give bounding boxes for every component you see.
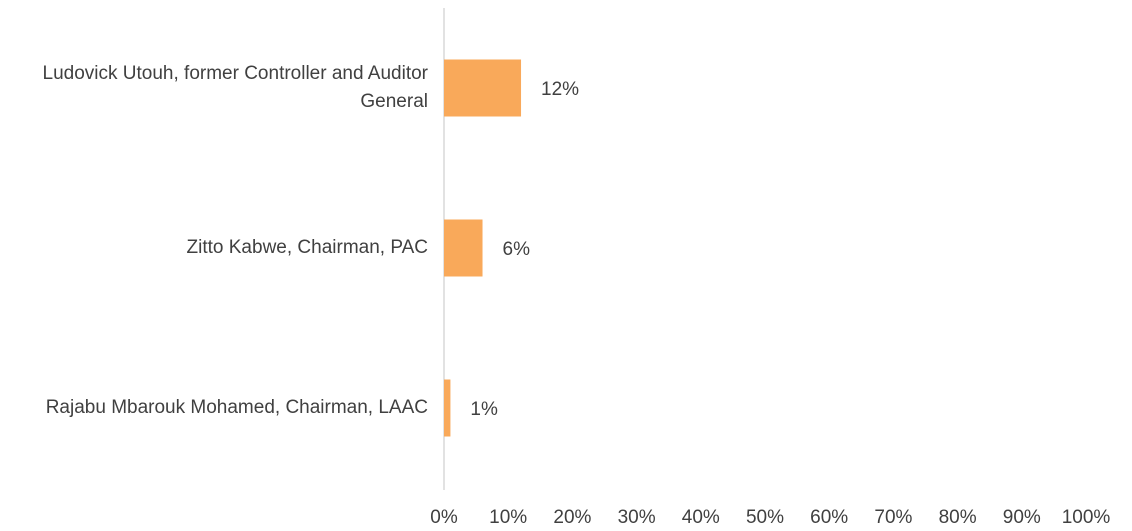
- x-tick-label: 10%: [489, 507, 527, 528]
- x-tick-label: 50%: [746, 507, 784, 528]
- data-label: 12%: [541, 79, 579, 100]
- x-tick-label: 100%: [1062, 507, 1111, 528]
- y-tick-label: Ludovick Utouh, former Controller and Au…: [42, 63, 428, 112]
- bar: [444, 379, 451, 437]
- y-tick-label: Zitto Kabwe, Chairman, PAC: [186, 237, 428, 258]
- x-tick-label: 20%: [553, 507, 591, 528]
- y-tick-label: Rajabu Mbarouk Mohamed, Chairman, LAAC: [45, 397, 428, 418]
- bar: [444, 59, 522, 117]
- data-label: 6%: [503, 239, 531, 260]
- x-tick-label: 80%: [939, 507, 977, 528]
- data-label: 1%: [470, 399, 498, 420]
- x-tick-label: 30%: [618, 507, 656, 528]
- x-tick-label: 70%: [874, 507, 912, 528]
- x-tick-label: 60%: [810, 507, 848, 528]
- x-tick-label: 0%: [430, 507, 458, 528]
- x-tick-label: 40%: [682, 507, 720, 528]
- bar: [444, 219, 483, 277]
- x-tick-label: 90%: [1003, 507, 1041, 528]
